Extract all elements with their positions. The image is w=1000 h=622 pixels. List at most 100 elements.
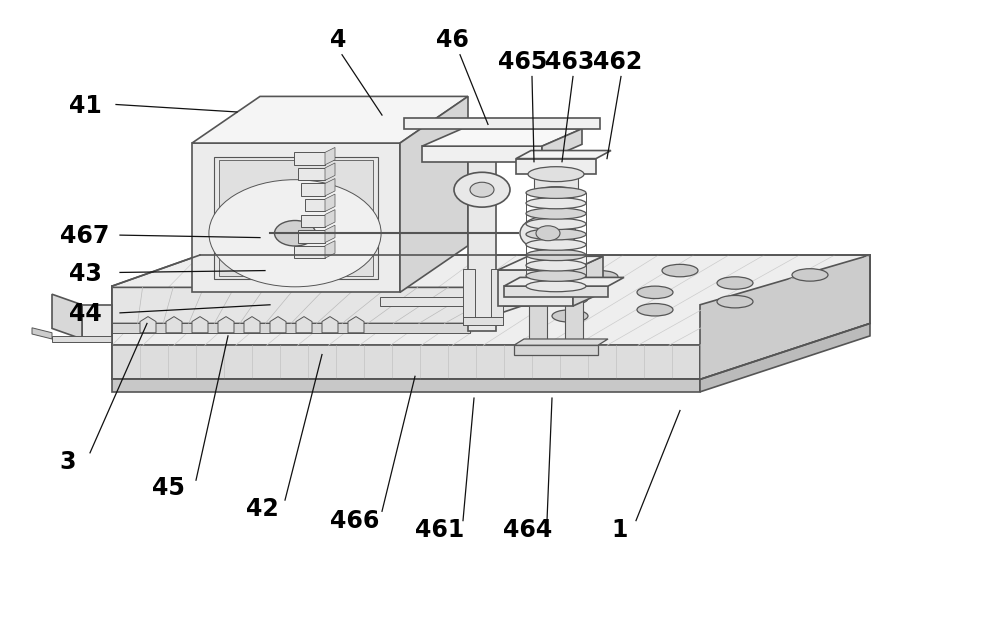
Polygon shape bbox=[325, 179, 335, 196]
Text: 45: 45 bbox=[152, 476, 184, 500]
Polygon shape bbox=[294, 246, 325, 258]
Polygon shape bbox=[325, 147, 335, 165]
Ellipse shape bbox=[582, 271, 618, 283]
Polygon shape bbox=[325, 163, 335, 180]
Polygon shape bbox=[491, 269, 503, 325]
Polygon shape bbox=[112, 345, 700, 379]
Ellipse shape bbox=[717, 295, 753, 308]
Ellipse shape bbox=[526, 270, 586, 281]
Bar bbox=[219, 160, 373, 276]
Polygon shape bbox=[32, 328, 52, 339]
Polygon shape bbox=[516, 151, 611, 159]
Polygon shape bbox=[305, 199, 325, 211]
Text: 465: 465 bbox=[498, 50, 548, 74]
Polygon shape bbox=[298, 168, 325, 180]
Polygon shape bbox=[498, 270, 573, 306]
Polygon shape bbox=[504, 286, 608, 297]
Circle shape bbox=[274, 221, 316, 246]
Polygon shape bbox=[542, 129, 582, 162]
Ellipse shape bbox=[528, 167, 584, 182]
Ellipse shape bbox=[526, 239, 586, 250]
Ellipse shape bbox=[792, 269, 828, 281]
Polygon shape bbox=[192, 317, 208, 333]
Bar bbox=[214, 157, 378, 279]
Polygon shape bbox=[516, 159, 596, 174]
Polygon shape bbox=[325, 225, 335, 243]
Text: 464: 464 bbox=[503, 518, 553, 542]
Polygon shape bbox=[218, 317, 234, 333]
Text: 46: 46 bbox=[436, 29, 468, 52]
Polygon shape bbox=[422, 129, 582, 146]
Circle shape bbox=[520, 216, 576, 251]
Polygon shape bbox=[298, 230, 325, 243]
Ellipse shape bbox=[637, 286, 673, 299]
Ellipse shape bbox=[717, 277, 753, 289]
Ellipse shape bbox=[526, 229, 586, 240]
Polygon shape bbox=[270, 317, 286, 333]
Text: 467: 467 bbox=[60, 225, 110, 248]
Polygon shape bbox=[82, 305, 112, 339]
Polygon shape bbox=[322, 317, 338, 333]
Text: 463: 463 bbox=[545, 50, 595, 74]
Polygon shape bbox=[565, 297, 583, 348]
Polygon shape bbox=[498, 256, 603, 270]
Ellipse shape bbox=[526, 198, 586, 209]
Text: 4: 4 bbox=[330, 29, 346, 52]
Polygon shape bbox=[325, 194, 335, 211]
Circle shape bbox=[470, 182, 494, 197]
Ellipse shape bbox=[637, 304, 673, 316]
Polygon shape bbox=[514, 339, 608, 345]
Polygon shape bbox=[422, 146, 542, 162]
Polygon shape bbox=[529, 297, 547, 348]
Polygon shape bbox=[301, 215, 325, 227]
Text: 41: 41 bbox=[69, 94, 101, 118]
Polygon shape bbox=[348, 317, 364, 333]
Polygon shape bbox=[504, 277, 624, 286]
Polygon shape bbox=[112, 323, 470, 333]
Ellipse shape bbox=[526, 218, 586, 230]
Text: 1: 1 bbox=[612, 518, 628, 542]
Polygon shape bbox=[400, 96, 468, 292]
Ellipse shape bbox=[552, 292, 588, 305]
Ellipse shape bbox=[526, 249, 586, 261]
Polygon shape bbox=[166, 317, 182, 333]
Text: 3: 3 bbox=[60, 450, 76, 473]
Polygon shape bbox=[700, 323, 870, 392]
Ellipse shape bbox=[526, 208, 586, 219]
Polygon shape bbox=[468, 159, 496, 331]
Polygon shape bbox=[192, 143, 400, 292]
Polygon shape bbox=[325, 210, 335, 227]
Polygon shape bbox=[325, 241, 335, 258]
Ellipse shape bbox=[552, 310, 588, 322]
Polygon shape bbox=[112, 287, 540, 323]
Polygon shape bbox=[112, 379, 700, 392]
Ellipse shape bbox=[534, 187, 578, 199]
Polygon shape bbox=[192, 96, 468, 143]
Polygon shape bbox=[463, 317, 503, 325]
Ellipse shape bbox=[526, 187, 586, 198]
Polygon shape bbox=[52, 336, 112, 342]
Polygon shape bbox=[244, 317, 260, 333]
Polygon shape bbox=[294, 152, 325, 165]
Text: 42: 42 bbox=[246, 497, 278, 521]
Polygon shape bbox=[296, 317, 312, 333]
Circle shape bbox=[536, 226, 560, 241]
Text: 466: 466 bbox=[330, 509, 380, 532]
Polygon shape bbox=[404, 118, 600, 129]
Ellipse shape bbox=[662, 264, 698, 277]
Circle shape bbox=[209, 180, 381, 287]
Text: 461: 461 bbox=[415, 518, 465, 542]
Polygon shape bbox=[380, 297, 540, 306]
Polygon shape bbox=[534, 174, 578, 193]
Polygon shape bbox=[463, 269, 475, 325]
Polygon shape bbox=[140, 317, 156, 333]
Polygon shape bbox=[112, 255, 870, 345]
Polygon shape bbox=[52, 294, 82, 339]
Ellipse shape bbox=[526, 260, 586, 271]
Polygon shape bbox=[573, 256, 603, 306]
Polygon shape bbox=[112, 311, 470, 323]
Circle shape bbox=[454, 172, 510, 207]
Text: 44: 44 bbox=[69, 302, 101, 326]
Polygon shape bbox=[514, 345, 598, 355]
Text: 462: 462 bbox=[593, 50, 643, 74]
